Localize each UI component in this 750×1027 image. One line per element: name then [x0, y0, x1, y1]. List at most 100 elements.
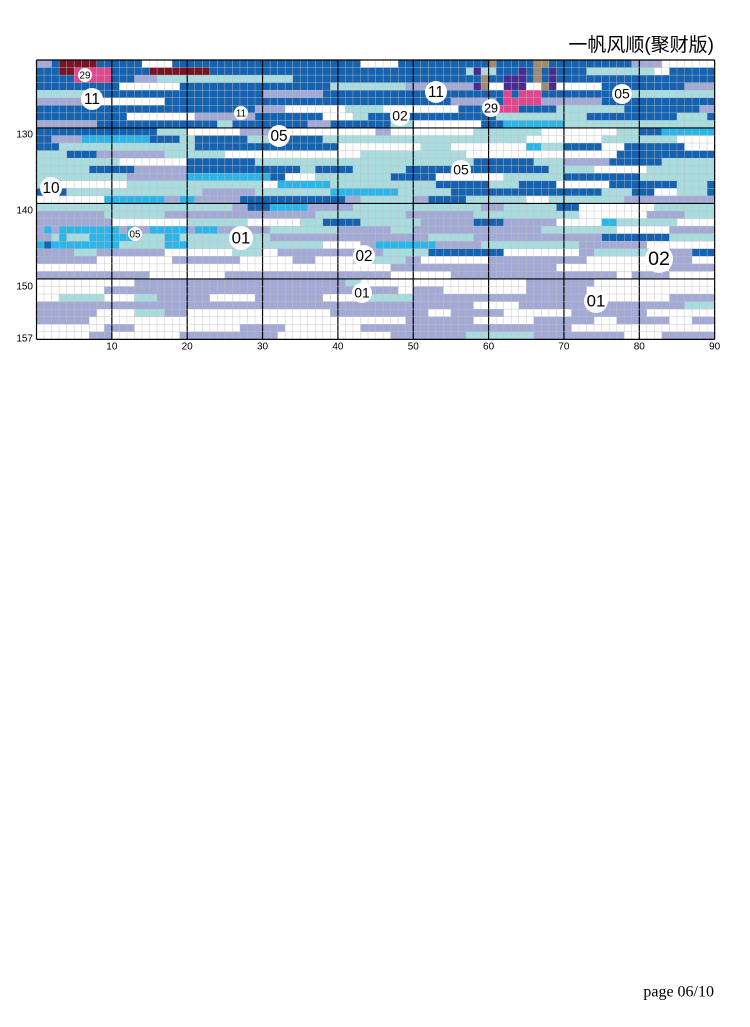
stitch-cell: [594, 248, 602, 257]
stitch-cell: [149, 180, 158, 189]
stitch-cell: [465, 256, 474, 264]
stitch-cell: [315, 75, 323, 83]
stitch-cell: [126, 188, 135, 196]
stitch-cell: [383, 203, 391, 211]
stitch-cell: [217, 271, 225, 279]
stitch-cell: [624, 112, 632, 121]
stitch-cell: [36, 294, 45, 302]
stitch-cell: [300, 263, 308, 272]
stitch-cell: [496, 158, 504, 166]
stitch-cell: [669, 150, 677, 159]
stitch-cell: [104, 143, 112, 151]
stitch-cell: [518, 226, 527, 234]
stitch-cell: [669, 97, 677, 106]
stitch-cell: [443, 188, 451, 196]
stitch-cell: [601, 188, 610, 196]
stitch-cell: [292, 226, 301, 234]
stitch-cell: [368, 165, 376, 174]
column-label: 50: [408, 342, 420, 353]
stitch-cell: [398, 278, 406, 287]
stitch-cell: [458, 203, 466, 211]
stitch-cell: [179, 263, 188, 272]
stitch-cell: [194, 263, 203, 272]
stitch-cell: [164, 158, 173, 166]
stitch-cell: [669, 294, 677, 302]
stitch-cell: [51, 233, 60, 242]
stitch-cell: [232, 135, 240, 144]
stitch-cell: [669, 218, 677, 227]
stitch-cell: [149, 248, 158, 257]
stitch-cell: [368, 294, 376, 302]
stitch-cell: [172, 286, 180, 295]
stitch-cell: [609, 60, 617, 68]
stitch-cell: [473, 324, 482, 332]
stitch-cell: [616, 143, 625, 151]
stitch-cell: [270, 120, 278, 128]
stitch-cell: [518, 286, 527, 295]
stitch-cell: [164, 180, 173, 189]
stitch-cell: [458, 127, 466, 136]
stitch-cell: [420, 165, 429, 174]
stitch-cell: [81, 331, 90, 340]
stitch-cell: [255, 324, 263, 332]
stitch-cell: [548, 309, 557, 317]
stitch-cell: [51, 331, 60, 340]
stitch-cell: [692, 60, 700, 68]
stitch-cell: [563, 256, 572, 264]
stitch-cell: [563, 120, 572, 128]
stitch-cell: [96, 203, 105, 211]
stitch-cell: [277, 105, 286, 113]
stitch-cell: [292, 90, 301, 98]
stitch-cell: [375, 309, 384, 317]
stitch-cell: [307, 218, 316, 227]
stitch-cell: [496, 233, 504, 242]
stitch-cell: [292, 143, 301, 151]
stitch-cell: [526, 165, 534, 174]
stitch-cell: [194, 90, 203, 98]
stitch-cell: [526, 324, 534, 332]
stitch-cell: [639, 75, 647, 83]
stitch-cell: [202, 97, 210, 106]
symbol-label: 29: [484, 101, 498, 115]
stitch-cell: [563, 271, 572, 279]
stitch-cell: [164, 324, 173, 332]
stitch-cell: [503, 180, 512, 189]
stitch-cell: [360, 211, 369, 219]
stitch-cell: [36, 331, 45, 340]
stitch-cell: [224, 150, 233, 159]
stitch-cell: [66, 241, 75, 249]
stitch-cell: [563, 112, 572, 121]
stitch-cell: [59, 135, 67, 144]
stitch-cell: [224, 263, 233, 272]
stitch-cell: [624, 120, 632, 128]
stitch-cell: [443, 143, 451, 151]
stitch-cell: [209, 112, 218, 121]
column-label: 30: [257, 342, 269, 353]
stitch-cell: [563, 331, 572, 340]
stitch-cell: [330, 241, 338, 249]
stitch-cell: [624, 211, 632, 219]
stitch-cell: [96, 195, 105, 204]
stitch-cell: [533, 195, 542, 204]
stitch-cell: [684, 294, 693, 302]
stitch-cell: [420, 324, 429, 332]
stitch-cell: [81, 127, 90, 136]
stitch-cell: [639, 120, 647, 128]
stitch-cell: [96, 165, 105, 174]
stitch-cell: [111, 331, 120, 340]
stitch-cell: [586, 60, 595, 68]
stitch-cell: [209, 278, 218, 287]
stitch-cell: [533, 309, 542, 317]
stitch-cell: [217, 294, 225, 302]
stitch-cell: [541, 211, 549, 219]
stitch-cell: [307, 165, 316, 174]
stitch-cell: [360, 203, 369, 211]
stitch-cell: [556, 271, 564, 279]
stitch-cell: [624, 278, 632, 287]
stitch-cell: [300, 271, 308, 279]
stitch-cell: [435, 309, 444, 317]
stitch-cell: [586, 316, 595, 325]
stitch-cell: [96, 75, 105, 83]
stitch-cell: [239, 82, 248, 91]
stitch-cell: [639, 150, 647, 159]
